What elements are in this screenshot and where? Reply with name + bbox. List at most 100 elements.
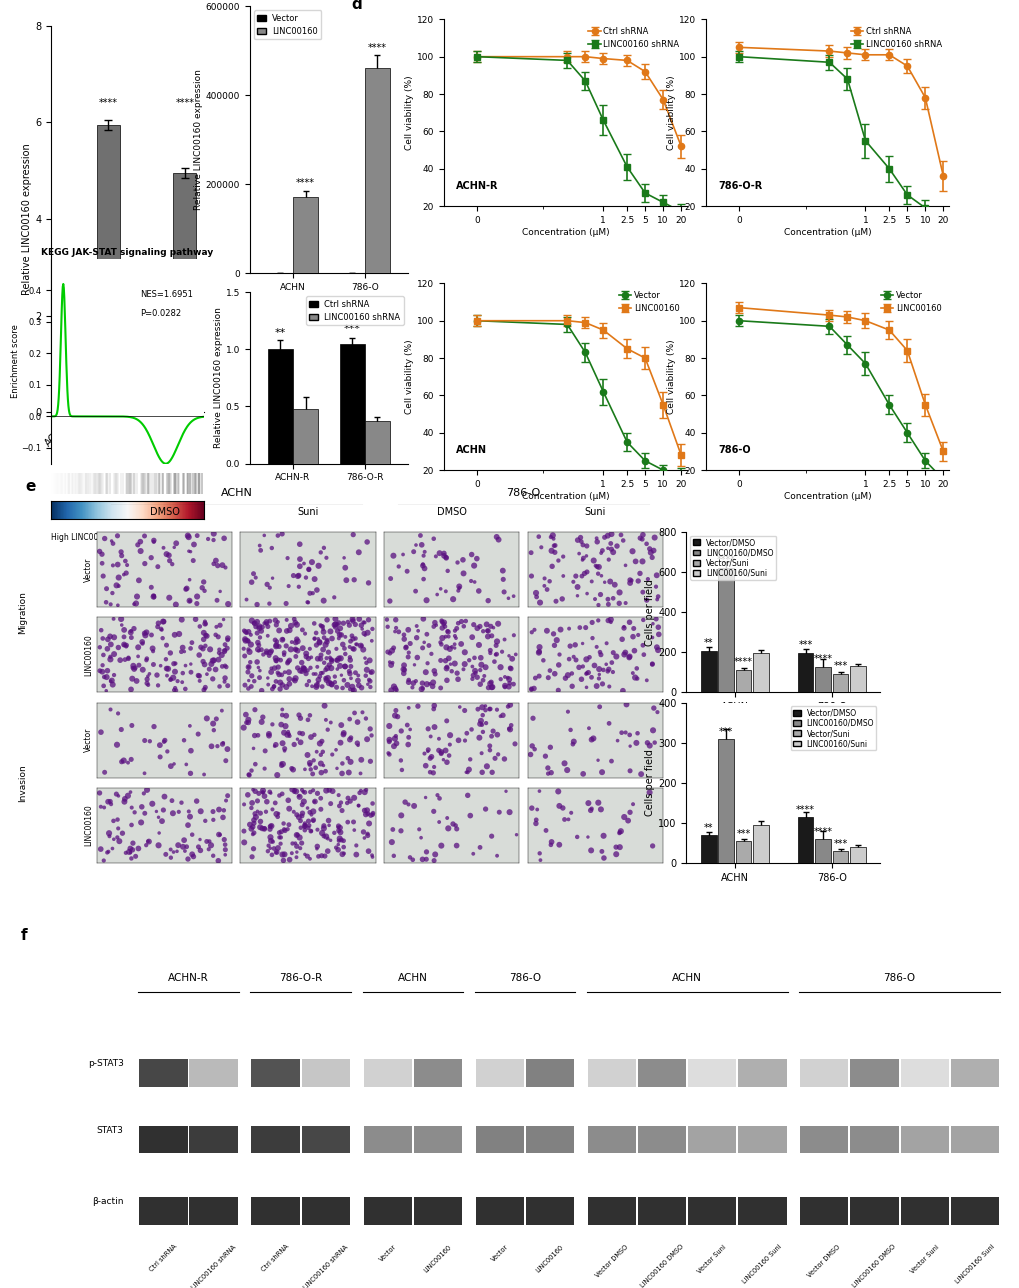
Point: [304, 551, 320, 572]
Point: [274, 629, 290, 649]
Point: [342, 752, 359, 773]
Point: [261, 611, 277, 631]
Bar: [190, 1059, 237, 1087]
Point: [449, 553, 466, 573]
Point: [298, 643, 314, 663]
Point: [555, 809, 572, 829]
Point: [122, 782, 139, 802]
Point: [505, 625, 522, 645]
Text: 786-O: 786-O: [882, 972, 915, 983]
Point: [341, 647, 358, 667]
Point: [555, 753, 572, 774]
Point: [292, 810, 309, 831]
Point: [396, 659, 413, 680]
Bar: [140, 1126, 187, 1154]
Point: [137, 730, 153, 751]
Point: [108, 574, 124, 595]
Point: [552, 620, 569, 640]
Point: [523, 622, 539, 643]
Point: [342, 668, 359, 689]
Point: [454, 563, 471, 583]
Point: [269, 662, 285, 683]
Point: [254, 617, 270, 638]
Point: [160, 658, 176, 679]
Point: [301, 671, 317, 692]
Point: [483, 672, 499, 693]
Point: [102, 594, 118, 614]
Point: [628, 658, 644, 679]
Point: [313, 744, 329, 765]
Point: [385, 638, 401, 658]
Point: [494, 569, 511, 590]
Point: [130, 654, 147, 675]
Point: [417, 755, 433, 775]
Point: [322, 712, 338, 733]
Point: [478, 756, 494, 777]
Point: [426, 661, 442, 681]
Point: [569, 827, 585, 848]
Y-axis label: Cells per field: Cells per field: [645, 750, 655, 817]
Point: [425, 528, 441, 549]
Text: ***: ***: [343, 325, 361, 334]
Point: [178, 578, 195, 599]
Point: [255, 644, 271, 665]
Point: [575, 547, 591, 568]
Text: LINC00160 shRNA: LINC00160 shRNA: [191, 1244, 236, 1288]
Point: [151, 823, 167, 844]
Point: [101, 823, 117, 844]
Point: [292, 708, 309, 729]
Point: [448, 819, 465, 840]
Point: [189, 791, 205, 811]
Point: [446, 638, 463, 658]
Point: [381, 591, 397, 612]
Point: [240, 657, 257, 677]
Y-axis label: Cell viability (%): Cell viability (%): [666, 340, 676, 413]
Point: [384, 819, 400, 840]
Point: [251, 640, 267, 661]
Point: [316, 696, 332, 716]
Point: [447, 627, 464, 648]
Point: [327, 609, 343, 630]
Point: [595, 659, 611, 680]
Point: [120, 752, 137, 773]
Point: [626, 640, 642, 661]
Point: [649, 617, 665, 638]
Point: [127, 846, 144, 867]
Point: [305, 781, 321, 801]
Point: [103, 531, 119, 551]
Text: Vector: Vector: [84, 558, 93, 582]
Point: [217, 558, 233, 578]
Point: [342, 631, 359, 652]
Point: [495, 582, 512, 603]
Point: [297, 813, 313, 833]
Point: [274, 630, 290, 650]
Point: [272, 833, 288, 854]
Point: [435, 546, 451, 567]
Point: [474, 715, 490, 735]
Point: [350, 735, 366, 756]
Point: [554, 797, 571, 818]
Point: [239, 712, 256, 733]
Point: [315, 616, 331, 636]
Point: [644, 654, 660, 675]
Point: [261, 782, 277, 802]
Point: [319, 720, 335, 741]
Point: [464, 668, 480, 689]
Point: [585, 728, 601, 748]
Bar: [526, 1059, 574, 1087]
Point: [419, 653, 435, 674]
Point: [195, 639, 211, 659]
Point: [261, 594, 277, 614]
Point: [416, 541, 432, 562]
Point: [335, 844, 352, 864]
Point: [615, 617, 632, 638]
Point: [550, 654, 567, 675]
Point: [303, 820, 319, 841]
Point: [256, 759, 272, 779]
Point: [561, 720, 578, 741]
Point: [278, 706, 294, 726]
Point: [434, 618, 450, 639]
Point: [261, 725, 277, 746]
Point: [401, 848, 418, 868]
Point: [193, 801, 209, 822]
